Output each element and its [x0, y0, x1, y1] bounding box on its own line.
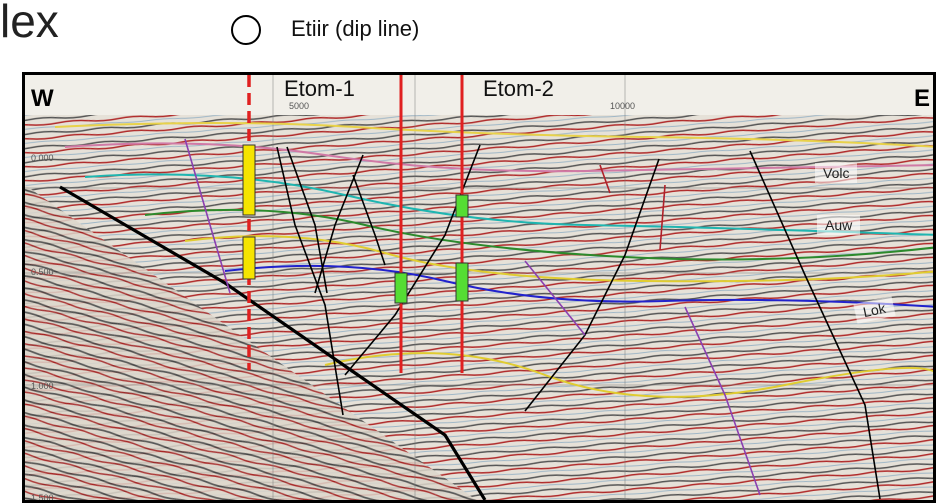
well1-interval: [394, 272, 408, 304]
east-label: E: [914, 85, 931, 112]
well2-label: Etom-2: [483, 76, 554, 101]
proposed-interval-lower: [242, 236, 256, 280]
title-fragment: lex: [0, 0, 59, 47]
y-tick-0500: 0.500: [31, 267, 54, 277]
proposed-interval-upper: [242, 144, 256, 216]
x-tick-10000: 10000: [610, 101, 636, 111]
x-tick-5000: 5000: [289, 101, 310, 111]
proposed-well-label: Etiir (dip line): [291, 16, 420, 41]
proposed-well-marker: [231, 15, 261, 45]
horizon-label-auw: Auw: [817, 215, 861, 235]
y-tick-0: 0.000: [31, 153, 54, 163]
well2-interval-upper: [455, 194, 469, 218]
y-tick-1000: 1.000: [31, 381, 54, 391]
well1-label: Etom-1: [284, 76, 355, 101]
west-label: W: [31, 85, 54, 112]
horizon-label-volc: Volc: [815, 163, 858, 183]
seismic-section: W E 5000 10000 0.000 0.500 1.000 1.500 V…: [22, 72, 936, 503]
y-tick-1500: 1.500: [31, 493, 54, 503]
seismic-image: [25, 75, 933, 500]
well2-interval-lower: [455, 262, 469, 302]
